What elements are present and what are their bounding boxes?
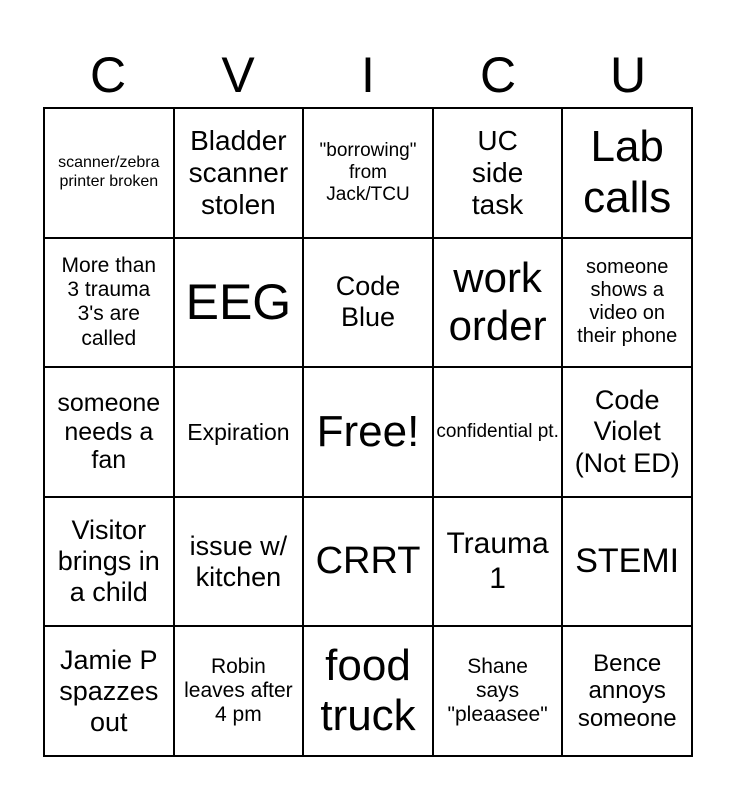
- bingo-cell[interactable]: Code Blue: [303, 237, 433, 368]
- bingo-cell[interactable]: confidential pt.: [432, 367, 563, 497]
- bingo-cell[interactable]: CRRT: [303, 496, 433, 627]
- bingo-cell[interactable]: UC side task: [432, 108, 563, 238]
- bingo-cell[interactable]: Bladder scanner stolen: [173, 108, 304, 238]
- bingo-cell[interactable]: food truck: [303, 626, 433, 756]
- bingo-cell[interactable]: Lab calls: [562, 108, 692, 238]
- bingo-cell[interactable]: work order: [432, 237, 563, 368]
- bingo-cell[interactable]: Shane says "pleaasee": [432, 626, 563, 756]
- header-letter: V: [221, 47, 255, 103]
- bingo-cell[interactable]: Free!: [303, 367, 433, 497]
- bingo-cell[interactable]: EEG: [173, 237, 304, 368]
- header-letter: C: [479, 47, 517, 103]
- bingo-cell[interactable]: More than 3 trauma 3's are called: [44, 237, 174, 368]
- bingo-cell[interactable]: Bence annoys someone: [562, 626, 692, 756]
- bingo-cell[interactable]: Jamie P spazzes out: [44, 626, 174, 756]
- bingo-cell[interactable]: Visitor brings in a child: [44, 496, 174, 627]
- bingo-cell[interactable]: Code Violet (Not ED): [562, 367, 692, 497]
- bingo-cell[interactable]: scanner/zebra printer broken: [44, 108, 174, 238]
- bingo-cell[interactable]: issue w/ kitchen: [173, 496, 304, 627]
- header-letter: I: [361, 47, 375, 103]
- header-letter: C: [89, 47, 127, 103]
- bingo-grid: scanner/zebra printer broken Bladder sca…: [43, 107, 693, 757]
- bingo-cell[interactable]: STEMI: [562, 496, 692, 627]
- bingo-cell[interactable]: Trauma 1: [432, 496, 563, 627]
- bingo-cell[interactable]: "borrowing" from Jack/TCU: [303, 108, 433, 238]
- header-letter: U: [609, 47, 647, 103]
- bingo-cell[interactable]: someone shows a video on their phone: [562, 237, 692, 368]
- bingo-header: C V I C U: [43, 40, 693, 110]
- bingo-cell[interactable]: Robin leaves after 4 pm: [173, 626, 304, 756]
- bingo-cell[interactable]: someone needs a fan: [44, 367, 174, 497]
- bingo-cell[interactable]: Expiration: [173, 367, 304, 497]
